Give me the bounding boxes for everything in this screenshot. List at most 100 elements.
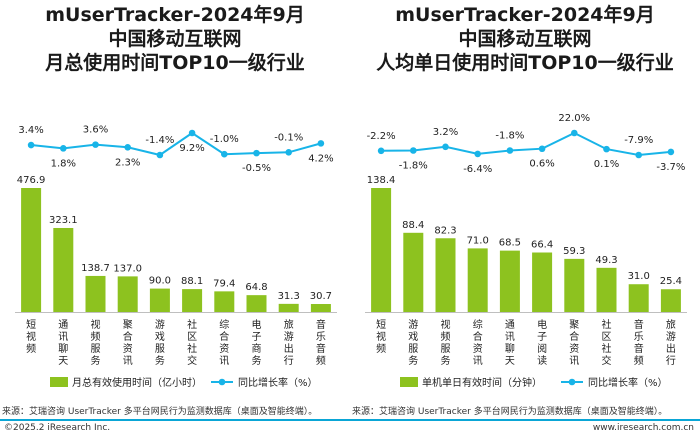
left-chart-growth-point <box>92 141 99 148</box>
right-chart-bar <box>371 188 392 312</box>
right-chart-growth-point <box>377 147 385 155</box>
right-chart-category-label: 音乐音频 <box>634 318 644 367</box>
right-chart-bar-value-label: 25.4 <box>660 276 682 287</box>
right-chart-legend-line-label: 同比增长率（%） <box>588 376 668 389</box>
left-chart-bar-value-label: 30.7 <box>310 291 332 302</box>
right-chart-title-line-2: 中国移动互联网 <box>458 28 592 50</box>
right-chart-growth-point <box>474 150 481 158</box>
right-chart-growth-label: 3.2% <box>433 127 458 138</box>
left-chart-svg: 476.9 短视频 323.1 通讯聊天 138.7 视频服务 137.0 聚合资讯 90.0 游… <box>15 125 337 389</box>
right-chart-growth-label: -2.2% <box>367 131 396 142</box>
left-chart-category-label: 聚合资讯 <box>123 319 133 367</box>
right-chart-growth-label: -7.9% <box>624 135 653 146</box>
left-chart-growth-point <box>188 129 196 137</box>
right-chart-growth-point <box>538 145 546 153</box>
right-chart-title-line-1: mUserTracker-2024年9月 <box>395 4 655 26</box>
right-chart-svg: 138.4 短视频 88.4 游戏服务 82.3 视频服务 71.0 综合资讯 68.5 通讯聊天… <box>365 113 687 389</box>
right-chart-growth-point <box>635 151 642 159</box>
left-chart-growth-point <box>253 149 260 157</box>
right-chart-legend-line-marker <box>568 378 576 386</box>
left-chart-bar <box>85 275 106 312</box>
right-chart-category-label: 旅游出行 <box>666 318 676 367</box>
left-chart-legend-line-marker <box>218 378 226 386</box>
right-chart-category-label: 通讯聊天 <box>505 319 515 367</box>
left-chart-category-label: 旅游出行 <box>284 318 294 367</box>
left-chart-growth-point <box>156 151 164 159</box>
right-chart-growth-label: -6.4% <box>463 164 492 175</box>
left-chart-category-label: 通讯聊天 <box>58 319 68 367</box>
right-chart-growth-label: -1.8% <box>495 131 524 142</box>
right-chart-growth-point <box>442 143 449 151</box>
left-chart-growth-point <box>221 150 228 158</box>
left-source-note: 来源：艾瑞咨询 UserTracker 多平台网民行为监测数据库（桌面及智能终端… <box>2 407 318 417</box>
right-chart-bar-value-label: 68.5 <box>499 238 521 249</box>
left-chart-category-label: 游戏服务 <box>155 318 165 367</box>
left-chart-bar <box>53 227 74 312</box>
right-chart-bar-value-label: 82.3 <box>434 225 456 236</box>
left-chart-growth-label: 1.8% <box>51 158 76 169</box>
right-chart-bar <box>596 267 617 312</box>
right-chart-bar <box>435 238 456 312</box>
left-chart-growth-point <box>27 141 35 149</box>
left-chart-category-label: 视频服务 <box>91 318 101 367</box>
left-chart-bar <box>278 303 299 312</box>
right-chart-legend-bar-label: 单机单日有效时间（分钟） <box>422 376 542 389</box>
left-chart-growth-label: 2.3% <box>115 157 140 168</box>
left-chart-category-label: 短视频 <box>26 318 36 355</box>
right-chart-growth-point <box>571 129 578 137</box>
footer-website: www.iresearch.com.cn <box>592 423 694 433</box>
right-chart-growth-point <box>603 145 610 153</box>
left-chart-bar <box>21 188 42 312</box>
right-chart-growth-label: 0.6% <box>529 159 554 170</box>
right-chart-growth-line <box>381 131 671 157</box>
left-chart-growth-point <box>60 145 67 152</box>
left-chart-bar-value-label: 476.9 <box>17 175 46 186</box>
right-chart-bar-value-label: 71.0 <box>467 235 489 246</box>
left-chart-growth-point <box>124 144 131 151</box>
right-chart-bar-value-label: 31.0 <box>628 271 650 282</box>
left-chart-bar <box>310 304 331 312</box>
left-chart-bar-value-label: 138.7 <box>81 263 110 274</box>
right-chart-bar <box>564 258 585 312</box>
right-chart-panel: mUserTracker-2024年9月 中国移动互联网 人均单日使用时间TOP… <box>350 0 700 405</box>
left-chart-category-label: 电子商务 <box>252 318 262 367</box>
left-chart-growth-label: 9.2% <box>179 143 204 154</box>
left-chart-growth-label: -1.4% <box>145 135 174 146</box>
left-chart-growth-point <box>285 149 293 156</box>
left-chart-bar <box>149 288 170 312</box>
right-chart-growth-label: -3.7% <box>656 162 685 173</box>
left-chart-bar <box>246 295 267 312</box>
left-chart-bar-value-label: 64.8 <box>245 282 267 293</box>
right-chart-bar-value-label: 59.3 <box>563 246 585 257</box>
left-chart-category-label: 社区社交 <box>187 318 197 367</box>
left-chart-growth-label: -0.5% <box>242 163 271 174</box>
footer-copyright: ©2025.2 iResearch Inc. <box>4 423 111 433</box>
left-chart-bar <box>182 289 203 312</box>
right-source-note: 来源：艾瑞咨询 UserTracker 多平台网民行为监测数据库（桌面及智能终端… <box>352 407 668 417</box>
right-chart-growth-label: 0.1% <box>594 159 619 170</box>
left-chart-title-line-2: 中国移动互联网 <box>108 28 242 50</box>
left-chart-title-line-1: mUserTracker-2024年9月 <box>45 4 305 26</box>
left-chart-bar <box>214 291 235 312</box>
right-chart-growth-point <box>667 148 675 156</box>
left-chart-growth-point <box>317 140 325 147</box>
right-chart-bar-value-label: 88.4 <box>402 220 424 231</box>
left-chart-growth-label: -0.1% <box>274 132 303 143</box>
left-chart-category-label: 音乐音频 <box>316 318 326 367</box>
left-chart-bar-value-label: 137.0 <box>113 263 142 274</box>
right-chart-growth-label: -1.8% <box>399 161 428 172</box>
left-chart-growth-label: 4.2% <box>308 153 333 164</box>
footer-divider <box>0 419 700 421</box>
right-chart-growth-point <box>410 147 417 154</box>
right-chart-bar <box>467 248 488 312</box>
left-chart-bar-value-label: 323.1 <box>49 215 78 226</box>
left-chart-growth-label: 3.6% <box>83 125 108 136</box>
left-chart-bar-value-label: 88.1 <box>181 276 203 287</box>
right-chart-bar <box>628 284 649 312</box>
left-chart-bar <box>117 276 138 312</box>
right-chart-title-line-3: 人均单日使用时间TOP10一级行业 <box>376 52 674 74</box>
right-chart-growth-label: 22.0% <box>558 113 590 124</box>
right-chart-bar-value-label: 138.4 <box>367 175 396 186</box>
left-chart-growth-label: 3.4% <box>18 125 43 136</box>
right-chart-category-label: 电子阅读 <box>537 318 547 367</box>
